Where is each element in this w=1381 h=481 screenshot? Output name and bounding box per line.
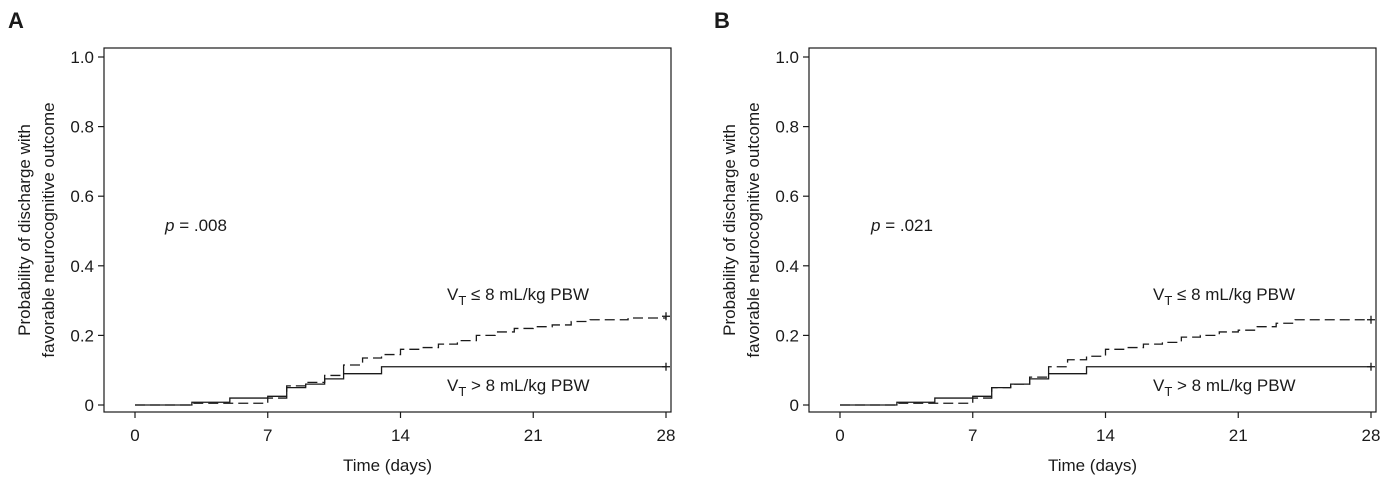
y-axis-label: favorable neurocognitive outcome — [39, 102, 58, 357]
plot-frame — [103, 47, 672, 413]
series-label: VT ≤ 8 mL/kg PBW — [1153, 285, 1295, 308]
x-tick-label: 21 — [524, 426, 543, 445]
x-axis-label: Time (days) — [343, 456, 432, 475]
y-tick-label: 0 — [790, 396, 799, 415]
p-value-annotation: p = .021 — [870, 216, 933, 235]
y-tick-label: 0.8 — [70, 118, 94, 137]
y-tick-label: 1.0 — [70, 48, 94, 67]
y-tick-label: 0.4 — [70, 257, 94, 276]
series-line-solid — [840, 366, 1371, 406]
y-tick-label: 0.4 — [775, 257, 799, 276]
x-tick-label: 21 — [1229, 426, 1248, 445]
x-tick-label: 28 — [1362, 426, 1381, 445]
panel-label: A — [8, 8, 24, 33]
y-tick-label: 0.6 — [70, 187, 94, 206]
series-label: VT > 8 mL/kg PBW — [1153, 376, 1296, 399]
y-tick-label: 0.6 — [775, 187, 799, 206]
x-tick-label: 0 — [130, 426, 139, 445]
x-tick-label: 14 — [391, 426, 410, 445]
y-tick-label: 0.2 — [70, 326, 94, 345]
y-tick-label: 0.8 — [775, 118, 799, 137]
series-line-solid — [135, 366, 666, 406]
y-axis-label: favorable neurocognitive outcome — [744, 102, 763, 357]
chart-panel-b: B 0 0.2 0.4 0.6 0.8 1.0 0 7 14 21 28 Time (days) Prob… — [714, 8, 1380, 475]
p-value-annotation: p = .008 — [164, 216, 227, 235]
series-line-dashed — [840, 319, 1371, 406]
x-tick-label: 7 — [968, 426, 977, 445]
y-tick-label: 0 — [85, 396, 94, 415]
plot-frame — [808, 47, 1377, 413]
y-axis-label: Probability of discharge with — [720, 124, 739, 336]
x-axis-label: Time (days) — [1048, 456, 1137, 475]
chart-panel-a: A 0 0.2 0.4 0.6 0.8 1.0 0 7 14 21 28 Time (days) Prob… — [8, 8, 675, 475]
y-tick-label: 0.2 — [775, 326, 799, 345]
y-axis-label: Probability of discharge with — [15, 124, 34, 336]
x-tick-label: 7 — [263, 426, 272, 445]
series-label: VT > 8 mL/kg PBW — [447, 376, 590, 399]
series-label: VT ≤ 8 mL/kg PBW — [447, 285, 589, 308]
x-tick-label: 14 — [1096, 426, 1115, 445]
y-tick-label: 1.0 — [775, 48, 799, 67]
x-tick-label: 28 — [657, 426, 676, 445]
panel-label: B — [714, 8, 730, 33]
x-tick-label: 0 — [835, 426, 844, 445]
